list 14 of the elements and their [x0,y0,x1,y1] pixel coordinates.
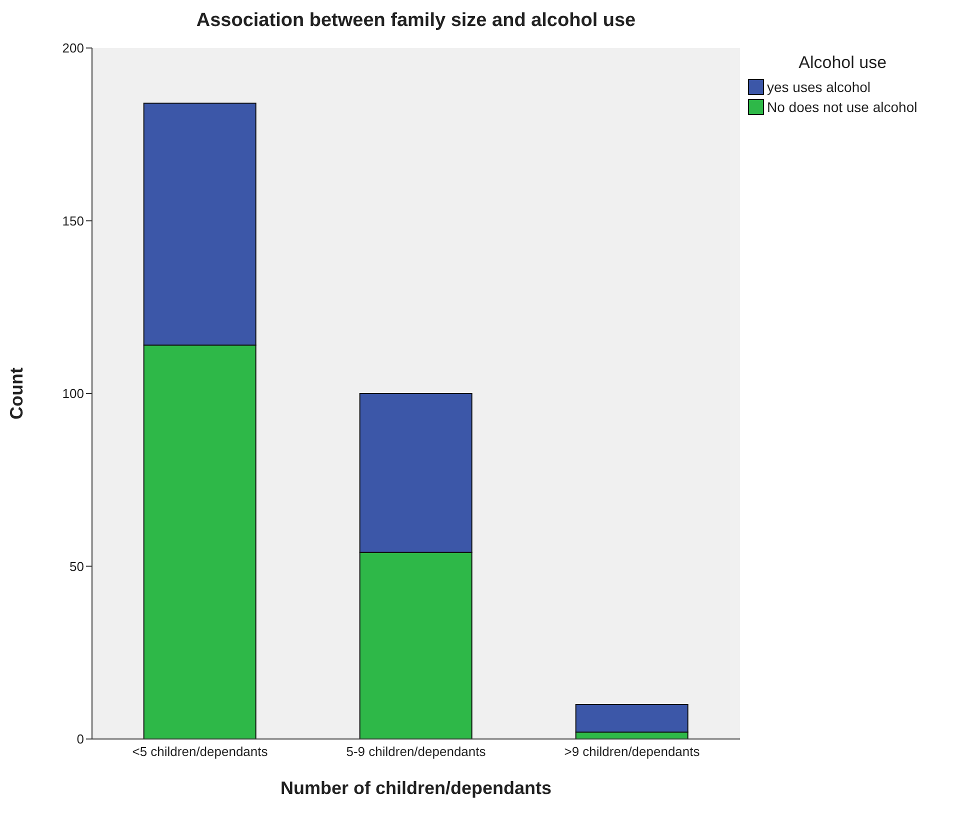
chart-title: Association between family size and alcohol use [195,10,637,32]
legend-title: Alcohol use [798,53,888,73]
y-tick-label: 150 [62,213,84,228]
x-tick-label: <5 children/dependants [132,744,268,760]
x-tick-label: >9 children/dependants [564,744,700,760]
y-tick-label: 0 [76,732,84,747]
legend-label: yes uses alcohol [767,79,871,95]
y-tick-label: 200 [62,40,84,56]
y-tick-label: 50 [70,558,84,574]
legend-label: No does not use alcohol [767,99,918,115]
y-axis-title: Count [6,368,26,420]
y-tick-label: 100 [62,386,84,402]
x-axis-title: Number of children/dependants [280,778,552,798]
x-tick-label: 5-9 children/dependants [346,744,486,760]
